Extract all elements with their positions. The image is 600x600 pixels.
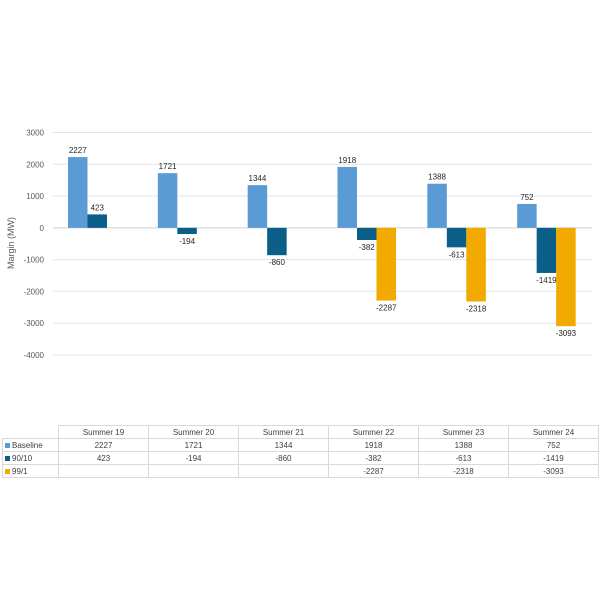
y-tick-label: 0 <box>40 224 45 233</box>
bar-baseline <box>157 173 178 228</box>
data-label: 1918 <box>338 156 356 165</box>
data-label: -3093 <box>556 329 577 338</box>
table-cell: 423 <box>58 451 149 465</box>
table-cell: -194 <box>148 451 239 465</box>
table-column-header: Summer 22 <box>328 425 419 439</box>
bar-90-10 <box>87 214 107 228</box>
data-label: -2318 <box>466 305 487 314</box>
table-cell: 1344 <box>238 438 329 452</box>
bar-baseline <box>517 203 537 228</box>
table-cell: -3093 <box>508 464 599 478</box>
table-cell: 1918 <box>328 438 419 452</box>
y-tick-label: 1000 <box>26 192 44 201</box>
y-tick-label: -4000 <box>24 351 45 360</box>
y-tick-label: -2000 <box>24 287 45 296</box>
bars <box>68 157 576 327</box>
table-column-header: Summer 20 <box>148 425 239 439</box>
data-label: -382 <box>359 243 376 252</box>
gridlines <box>53 132 592 356</box>
table-cell: 2227 <box>58 438 149 452</box>
table-column-header: Summer 23 <box>418 425 509 439</box>
y-axis-ticks: 3000 2000 1000 0 -1000 -2000 -3000 -4000 <box>24 129 45 361</box>
bar-90-10 <box>357 227 377 240</box>
table-cell: 1388 <box>418 438 509 452</box>
y-tick-label: 3000 <box>26 129 44 138</box>
legend-label: 90/10 <box>12 453 33 463</box>
table-row: Baseline 2227 1721 1344 1918 1388 752 <box>2 438 599 452</box>
legend-entry: Baseline <box>2 438 59 452</box>
legend-label: 99/1 <box>12 466 28 476</box>
table-body: Baseline 2227 1721 1344 1918 1388 752 90/10 423-… <box>2 438 599 478</box>
legend-entry: 99/1 <box>2 464 59 478</box>
data-label: -613 <box>449 250 466 259</box>
table-cell <box>238 464 329 478</box>
legend-swatch <box>5 442 10 448</box>
bar-99-1 <box>466 227 486 302</box>
data-table: Summer 19 Summer 20 Summer 21 Summer 22 Summ… <box>2 425 599 478</box>
data-label: -1419 <box>536 276 557 285</box>
data-label: -2287 <box>376 304 397 313</box>
legend-swatch <box>5 455 10 461</box>
data-labels: 2227 423 1721 -194 1344 -860 1918 -382 -2287 1388… <box>69 146 577 338</box>
table-row: 99/1 -2287 -2318 -3093 <box>2 464 599 478</box>
table-cell: -1419 <box>508 451 599 465</box>
y-tick-label: 2000 <box>26 160 44 169</box>
table-cell: -382 <box>328 451 419 465</box>
bar-90-10 <box>446 227 467 248</box>
bar-90-10 <box>267 227 287 256</box>
table-cell: 1721 <box>148 438 239 452</box>
legend-entry: 90/10 <box>2 451 59 465</box>
table-cell <box>148 464 239 478</box>
table-column-header: Summer 21 <box>238 425 329 439</box>
data-label: 752 <box>520 193 534 202</box>
table-header-row: Summer 19 Summer 20 Summer 21 Summer 22 Summ… <box>2 425 599 439</box>
bar-baseline <box>68 157 88 228</box>
y-axis-label: Margin (MW) <box>6 217 16 269</box>
table-cell: -860 <box>238 451 329 465</box>
bar-90-10 <box>177 227 197 235</box>
bar-99-1 <box>376 227 396 301</box>
data-label: 1388 <box>428 173 446 182</box>
table-cell <box>58 464 149 478</box>
legend-swatch <box>5 468 10 474</box>
data-label: 423 <box>91 203 105 212</box>
table-row: 90/10 423 -194 -860 -382 -613 -1419 <box>2 451 599 465</box>
table-cell: 752 <box>508 438 599 452</box>
table-corner <box>2 425 59 439</box>
table-cell: -2318 <box>418 464 509 478</box>
data-label: -860 <box>269 258 286 267</box>
legend-label: Baseline <box>12 440 43 450</box>
table-column-header: Summer 24 <box>508 425 599 439</box>
table-column-header: Summer 19 <box>58 425 149 439</box>
data-label: 1344 <box>249 174 267 183</box>
data-label: -194 <box>179 237 196 246</box>
bar-baseline <box>247 185 268 228</box>
data-label: 2227 <box>69 146 87 155</box>
bar-90-10 <box>536 227 557 273</box>
data-label: 1721 <box>159 162 177 171</box>
y-tick-label: -1000 <box>24 256 45 265</box>
bar-99-1 <box>556 227 576 327</box>
chart: 3000 2000 1000 0 -1000 -2000 -3000 -4000 Margin… <box>6 129 592 361</box>
bar-baseline <box>427 183 447 228</box>
y-tick-label: -3000 <box>24 319 45 328</box>
table-cell: -613 <box>418 451 509 465</box>
table-cell: -2287 <box>328 464 419 478</box>
bar-baseline <box>337 166 357 228</box>
